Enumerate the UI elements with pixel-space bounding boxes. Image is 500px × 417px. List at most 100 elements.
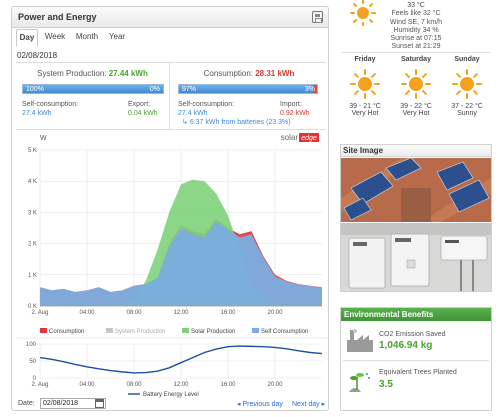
weather-widget: 33 °C Feels like 32 °C Wind SE, 7 km/h H… — [340, 0, 492, 135]
battery-x-tick-label: 20:00 — [267, 382, 283, 388]
x-tick-label: 16:00 — [220, 310, 236, 316]
legend-swatch — [182, 328, 189, 333]
y-tick-label: 2 K — [28, 242, 37, 248]
consumption-summary: Consumption: 28.31 kWh 97% 3% Self-consu… — [172, 63, 326, 129]
trees-row: Equivalent Trees Planted 3.5 — [341, 362, 491, 406]
forecast-temp: 39 - 22 °C — [400, 103, 432, 110]
solaredge-logo: solar edge — [281, 133, 319, 142]
production-label: System Production: — [37, 69, 107, 78]
forecast-saturday: Saturday 39 - 22 °C Very Hot — [391, 56, 441, 117]
factory-icon — [347, 329, 373, 352]
battery-note-text: 6.37 kWh from batteries (23.3%) — [189, 119, 291, 126]
battery-legend-label: Battery Energy Level — [143, 392, 199, 398]
wind: Wind SE, 7 km/h — [389, 19, 443, 26]
panel-header: Power and Energy — [12, 7, 328, 28]
sun-icon — [391, 66, 441, 102]
x-tick-label: 08:00 — [126, 310, 142, 316]
y-tick-label: 4 K — [28, 179, 37, 185]
env-title: Environmental Benefits — [341, 308, 491, 321]
feels-like: Feels like 32 °C — [391, 10, 441, 17]
battery-level-line — [39, 345, 323, 374]
tab-week[interactable]: Week — [44, 32, 66, 41]
power-energy-panel: Power and Energy Day Week Month Year 02/… — [11, 6, 329, 411]
export-label: Export: — [128, 101, 151, 108]
production-heading: System Production: 27.44 kWh — [16, 69, 169, 78]
y-tick-label: 0 K — [28, 304, 37, 310]
brand-suffix: edge — [301, 135, 317, 142]
humidity: Humidity 34 % — [393, 27, 439, 34]
consumption-bar-fill — [179, 85, 313, 93]
date-input[interactable]: 02/08/2018 — [40, 398, 106, 409]
brand-name: solar — [281, 133, 299, 142]
consumption-value: 28.31 kWh — [255, 69, 295, 78]
production-self-label: Self-consumption: — [22, 101, 79, 108]
sunrise: Sunrise at 07:15 — [390, 35, 442, 42]
x-tick-label: 04:00 — [79, 310, 95, 316]
export-value: 0.04 kWh — [128, 110, 158, 117]
battery-y-tick-label: 100 — [26, 342, 37, 348]
battery-x-tick-label: 2. Aug — [31, 382, 48, 388]
trees-value: 3.5 — [379, 379, 393, 390]
y-tick-label: 1 K — [28, 273, 37, 279]
co2-label: CO2 Emission Saved — [379, 331, 446, 338]
env-divider — [343, 360, 489, 361]
previous-day-link[interactable]: ◂ Previous day — [237, 401, 283, 408]
legend-label: Solar Production — [191, 329, 235, 335]
co2-row: CO2 Emission Saved 1,046.94 kg — [341, 322, 491, 360]
import-value: 0.92 kWh — [280, 110, 310, 117]
battery-x-tick-label: 04:00 — [79, 382, 95, 388]
tree-planting-icon — [349, 373, 370, 392]
battery-note: ↳ 6.37 kWh from batteries (23.3%) — [182, 119, 291, 126]
legend-label: Consumption — [49, 329, 84, 335]
self-consumption-area — [40, 221, 322, 306]
consumption-bar-left: 97% — [182, 86, 197, 93]
energy-chart-legend: Consumption System Production Solar Produc… — [40, 328, 308, 335]
energy-area-chart: 0 K 1 K 2 K 3 K 4 K 5 K 2. Aug 04:00 08:00 12:00 1… — [28, 148, 322, 316]
environmental-benefits-panel: Environmental Benefits CO2 Emission Save… — [340, 307, 492, 411]
previous-day-label: Previous day — [242, 401, 283, 408]
tab-year[interactable]: Year — [108, 32, 126, 41]
print-icon[interactable] — [312, 11, 323, 23]
tab-day[interactable]: Day — [16, 29, 38, 46]
forecast-desc: Very Hot — [351, 110, 379, 117]
forecast-sunday: Sunday 37 - 22 °C Sunny — [442, 56, 492, 117]
x-tick-label: 2. Aug — [31, 310, 48, 316]
next-day-label: Next day — [292, 401, 320, 408]
selected-date: 02/08/2018 — [17, 51, 58, 60]
panel-title: Power and Energy — [18, 12, 97, 22]
calendar-icon[interactable] — [95, 399, 104, 408]
y-tick-label: 3 K — [28, 210, 37, 216]
forecast-day: Sunday — [454, 56, 480, 63]
battery-x-tick-label: 08:00 — [126, 382, 142, 388]
tab-month[interactable]: Month — [75, 32, 99, 41]
weather-divider — [342, 52, 490, 53]
forecast-desc: Sunny — [457, 110, 477, 117]
main-chart-ylabel: W — [40, 135, 47, 142]
forecast-day: Friday — [354, 56, 376, 63]
forecast-temp: 39 - 21 °C — [349, 103, 381, 110]
production-summary: System Production: 27.44 kWh 100% 0% Sel… — [16, 63, 170, 129]
sunset: Sunset at 21:29 — [391, 43, 441, 50]
consumption-self-value: 27.4 kWh — [178, 110, 208, 117]
legend-swatch — [106, 328, 113, 333]
brand-badge — [299, 133, 319, 142]
consumption-self-label: Self-consumption: — [178, 101, 235, 108]
consumption-label: Consumption: — [203, 69, 253, 78]
legend-label: System Production — [115, 329, 165, 335]
sun-icon — [442, 66, 492, 102]
production-value: 27.44 kWh — [108, 69, 148, 78]
consumption-heading: Consumption: 28.31 kWh — [172, 69, 326, 78]
date-label: Date: — [18, 400, 35, 407]
forecast-temp: 37 - 22 °C — [451, 103, 483, 110]
next-day-link[interactable]: Next day ▸ — [292, 401, 326, 408]
legend-label: Self Consumption — [261, 329, 308, 335]
site-image-panel: Site Image — [340, 144, 492, 292]
production-bar: 100% 0% — [22, 84, 164, 94]
site-photo[interactable] — [341, 158, 491, 291]
site-image-title: Site Image — [341, 145, 491, 157]
y-tick-label: 5 K — [28, 148, 37, 154]
date-navigation: Date: 02/08/2018 ◂ Previous day Next day… — [12, 398, 328, 410]
battery-y-tick-label: 50 — [29, 359, 36, 365]
legend-swatch — [40, 328, 47, 333]
co2-value: 1,046.94 kg — [379, 340, 433, 351]
